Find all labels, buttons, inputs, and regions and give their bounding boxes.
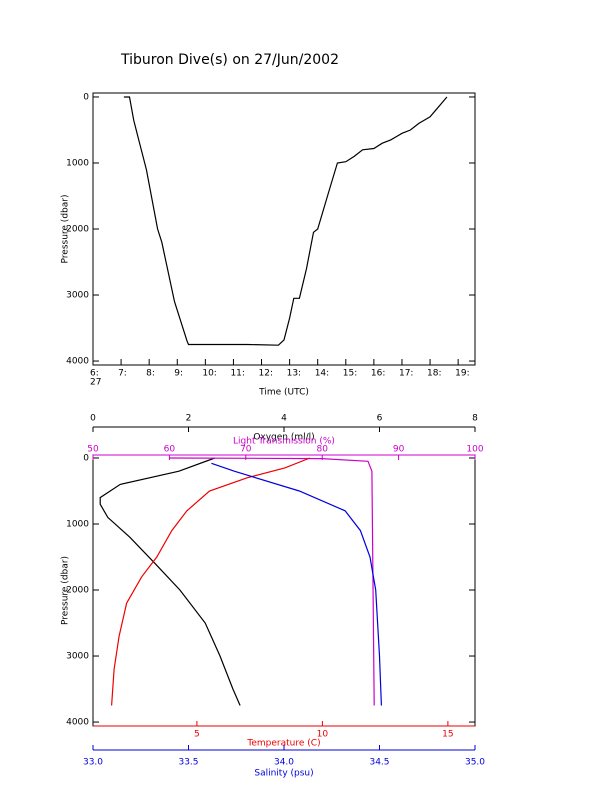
x-date-label: 27 bbox=[90, 378, 101, 388]
x-tick-label: 6: bbox=[90, 369, 99, 379]
x-tick-label: 13: bbox=[287, 369, 301, 379]
x-tick-label: 15: bbox=[343, 369, 357, 379]
x-tick-label: 8: bbox=[146, 369, 155, 379]
x-tick-label: 8 bbox=[472, 414, 478, 424]
x-tick-label: 16: bbox=[371, 369, 385, 379]
x-tick-label: 7: bbox=[118, 369, 127, 379]
y-tick-label: 2000 bbox=[66, 225, 89, 235]
y-tick-label: 0 bbox=[83, 453, 89, 463]
x-tick-label: 70 bbox=[240, 445, 252, 455]
x-tick-label: 2 bbox=[186, 414, 192, 424]
y-tick-label: 3000 bbox=[66, 291, 89, 301]
data-line bbox=[123, 96, 448, 346]
x-axis-title: Light Transmission (%) bbox=[233, 437, 335, 447]
x-tick-label: 10: bbox=[202, 369, 216, 379]
x-axis-title: Temperature (C) bbox=[246, 739, 320, 749]
x-tick-label: 12: bbox=[259, 369, 273, 379]
plot-frame bbox=[92, 454, 476, 727]
x-tick-label: 4 bbox=[281, 414, 287, 424]
x-tick-label: 11: bbox=[230, 369, 244, 379]
x-tick-label: 33.0 bbox=[83, 758, 103, 768]
profile-line bbox=[99, 457, 241, 706]
x-tick-label: 60 bbox=[164, 445, 176, 455]
y-tick-label: 3000 bbox=[66, 652, 89, 662]
x-tick-label: 0 bbox=[90, 414, 96, 424]
y-tick-label: 1000 bbox=[66, 519, 89, 529]
x-tick-label: 34.5 bbox=[369, 758, 389, 768]
x-tick-label: 19: bbox=[455, 369, 469, 379]
x-axis-title: Time (UTC) bbox=[258, 388, 309, 398]
x-tick-label: 18: bbox=[427, 369, 441, 379]
x-tick-label: 17: bbox=[399, 369, 413, 379]
x-tick-label: 80 bbox=[316, 445, 328, 455]
profile-line bbox=[111, 457, 311, 706]
x-tick-label: 35.0 bbox=[465, 758, 485, 768]
x-tick-label: 34.0 bbox=[274, 758, 294, 768]
profile-line bbox=[169, 457, 375, 706]
y-tick-label: 2000 bbox=[66, 586, 89, 596]
chart-title: Tiburon Dive(s) on 27/Jun/2002 bbox=[120, 52, 339, 68]
x-tick-label: 10 bbox=[317, 730, 329, 740]
y-tick-label: 1000 bbox=[66, 158, 89, 168]
profile-line bbox=[211, 462, 382, 706]
x-axis-title: Oxygen (ml/l) bbox=[253, 433, 314, 443]
x-tick-label: 14: bbox=[315, 369, 329, 379]
y-axis-title: Pressure (dbar) bbox=[61, 195, 71, 264]
y-tick-label: 4000 bbox=[66, 357, 89, 367]
x-tick-label: 100 bbox=[466, 445, 483, 455]
x-tick-label: 33.5 bbox=[178, 758, 198, 768]
x-axis-title: Salinity (psu) bbox=[254, 769, 313, 779]
x-tick-label: 15 bbox=[442, 730, 453, 740]
y-axis-title: Pressure (dbar) bbox=[61, 556, 71, 625]
x-tick-label: 9: bbox=[174, 369, 183, 379]
x-tick-label: 5 bbox=[194, 730, 200, 740]
x-tick-label: 50 bbox=[87, 445, 99, 455]
x-tick-label: 6 bbox=[377, 414, 383, 424]
y-tick-label: 0 bbox=[83, 92, 89, 102]
x-tick-label: 90 bbox=[393, 445, 405, 455]
plot-frame bbox=[92, 92, 476, 366]
y-tick-label: 4000 bbox=[66, 718, 89, 728]
